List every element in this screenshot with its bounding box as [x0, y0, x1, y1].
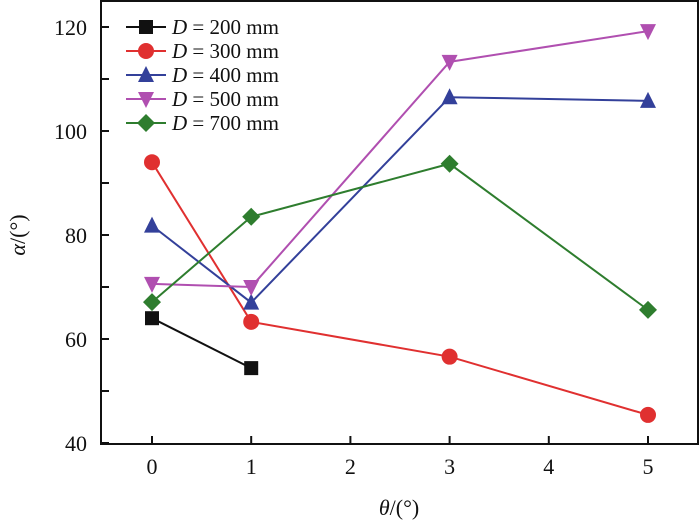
- x-tick-label: 3: [444, 454, 455, 479]
- data-point: [144, 276, 160, 293]
- y-tick-label: 100: [54, 119, 87, 144]
- legend-label-value: = 700 mm: [187, 111, 279, 135]
- series-diamond: [143, 154, 657, 319]
- legend-item: D = 300 mm: [126, 39, 279, 63]
- series-layer: [143, 24, 657, 423]
- legend-marker: [138, 92, 154, 108]
- legend-label-value: = 300 mm: [187, 39, 279, 63]
- legend-item: D = 700 mm: [126, 111, 279, 135]
- data-point: [440, 154, 459, 173]
- y-tick-label: 120: [54, 15, 87, 40]
- series-triangle-down: [144, 24, 656, 296]
- legend-label-value: = 200 mm: [187, 15, 279, 39]
- x-tick-label: 0: [147, 454, 158, 479]
- legend-item: D = 500 mm: [126, 87, 279, 111]
- data-point: [144, 154, 160, 171]
- data-point: [143, 293, 161, 312]
- legend-label-variable: D: [171, 87, 187, 111]
- data-point: [243, 280, 260, 296]
- legend-label-variable: D: [171, 15, 187, 39]
- data-point: [639, 300, 657, 319]
- series-line: [151, 96, 649, 304]
- y-axis-label: α/(°): [5, 214, 30, 255]
- legend-label-value: = 500 mm: [187, 87, 279, 111]
- data-point: [640, 406, 656, 423]
- legend: D = 200 mmD = 300 mmD = 400 mmD = 500 mm…: [126, 15, 279, 135]
- x-axis: 0 1 2 3 4 5: [147, 436, 654, 479]
- data-point: [441, 348, 458, 365]
- legend-label-variable: D: [171, 63, 187, 87]
- data-point: [640, 91, 656, 108]
- legend-item: D = 400 mm: [126, 63, 279, 87]
- series-triangle-up: [144, 88, 656, 310]
- y-axis: 40 60 80 100 120: [54, 15, 109, 456]
- series-line: [151, 317, 252, 370]
- data-point: [144, 216, 160, 233]
- series-square: [145, 311, 259, 376]
- legend-marker: [139, 20, 153, 34]
- legend-label-value: = 400 mm: [187, 63, 279, 87]
- data-point: [145, 311, 159, 326]
- legend-label-variable: D: [171, 39, 187, 63]
- legend-label-variable: D: [171, 111, 187, 135]
- legend-label: D = 400 mm: [171, 63, 279, 87]
- y-tick-label: 80: [65, 223, 87, 248]
- series-line: [151, 30, 649, 289]
- legend-label: D = 700 mm: [171, 111, 279, 135]
- x-tick-label: 2: [345, 454, 356, 479]
- data-point: [243, 313, 260, 330]
- series-line: [151, 162, 649, 311]
- data-point: [640, 24, 656, 41]
- x-tick-label: 4: [543, 454, 554, 479]
- series-line: [151, 161, 649, 416]
- legend-label: D = 200 mm: [171, 15, 279, 39]
- legend-label: D = 300 mm: [171, 39, 279, 63]
- y-axis-label-variable: α: [5, 244, 30, 256]
- y-tick-label: 40: [65, 431, 87, 456]
- legend-marker: [137, 114, 155, 132]
- x-tick-label: 1: [246, 454, 257, 479]
- y-tick-label: 60: [65, 327, 87, 352]
- y-axis-label-unit: /(°): [5, 214, 30, 244]
- series-circle: [144, 154, 656, 423]
- data-point: [441, 54, 458, 71]
- data-point: [441, 88, 458, 105]
- data-point: [243, 293, 260, 310]
- x-axis-label: θ/(°): [379, 495, 419, 520]
- data-point: [244, 361, 259, 376]
- x-axis-label-unit: /(°): [390, 495, 420, 520]
- data-point: [242, 207, 261, 226]
- legend-marker: [138, 66, 154, 82]
- legend-item: D = 200 mm: [126, 15, 279, 39]
- legend-marker: [138, 43, 154, 59]
- plot-frame: [100, 0, 699, 445]
- x-axis-label-variable: θ: [379, 495, 390, 520]
- legend-label: D = 500 mm: [171, 87, 279, 111]
- x-tick-label: 5: [643, 454, 654, 479]
